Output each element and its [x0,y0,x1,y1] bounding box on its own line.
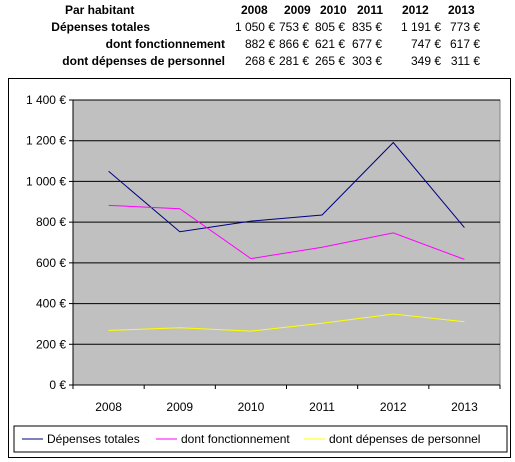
x-tick-label: 2009 [166,400,193,414]
table-cell: 268 € [244,54,275,68]
x-tick-label: 2011 [309,400,335,414]
legend [13,425,508,453]
table-cell: 677 € [351,37,382,51]
table-cell: 281 € [278,54,309,68]
table-cell: 805 € [314,20,345,34]
table-cell: 866 € [278,37,309,51]
y-tick-label: 1 400 € [26,93,66,107]
series-line [108,204,465,260]
table-cell: 882 € [244,37,275,51]
table-year-header: 2012 [402,3,429,17]
table-row-label: Dépenses totales [51,20,150,34]
legend-label: dont dépenses de personnel [329,432,480,446]
table-row-label: dont fonctionnement [105,37,225,51]
table-cell: 1 191 € [400,20,441,34]
table-cell: 1 050 € [234,20,275,34]
y-tick-label: 0 € [49,378,66,392]
data-table: Par habitant 2008 2009 2010 2011 2012 20… [0,0,515,76]
table-year-header: 2009 [284,3,311,17]
table-cell: 265 € [314,54,345,68]
series-line [108,141,465,233]
table-cell: 753 € [278,20,309,34]
table-cell: 311 € [450,54,480,68]
table-cell: 349 € [410,54,441,68]
y-tick-label: 400 € [36,297,66,311]
y-tick-label: 200 € [36,337,66,351]
table-cell: 747 € [410,37,441,51]
plot-area [72,99,501,386]
table-year-header: 2008 [241,3,268,17]
table-year-header: 2010 [320,3,347,17]
y-tick-label: 1 200 € [26,134,66,148]
legend-label: Dépenses totales [47,432,140,446]
table-cell: 617 € [449,37,480,51]
y-tick-label: 1 000 € [26,174,66,188]
x-tick-label: 2008 [95,400,122,414]
table-cell: 773 € [449,20,480,34]
legend-label: dont fonctionnement [181,432,290,446]
table-header-label: Par habitant [65,3,135,17]
table-year-header: 2011 [357,3,384,17]
table-row-label: dont dépenses de personnel [62,54,225,68]
y-tick-label: 800 € [36,215,66,229]
x-tick-label: 2010 [238,400,265,414]
table-cell: 621 € [314,37,345,51]
x-tick-label: 2012 [380,400,407,414]
y-tick-label: 600 € [36,256,66,270]
table-year-header: 2013 [448,3,475,17]
table-cell: 835 € [351,20,382,34]
series-line [108,313,465,332]
table-cell: 303 € [351,54,382,68]
x-tick-label: 2013 [451,400,478,414]
